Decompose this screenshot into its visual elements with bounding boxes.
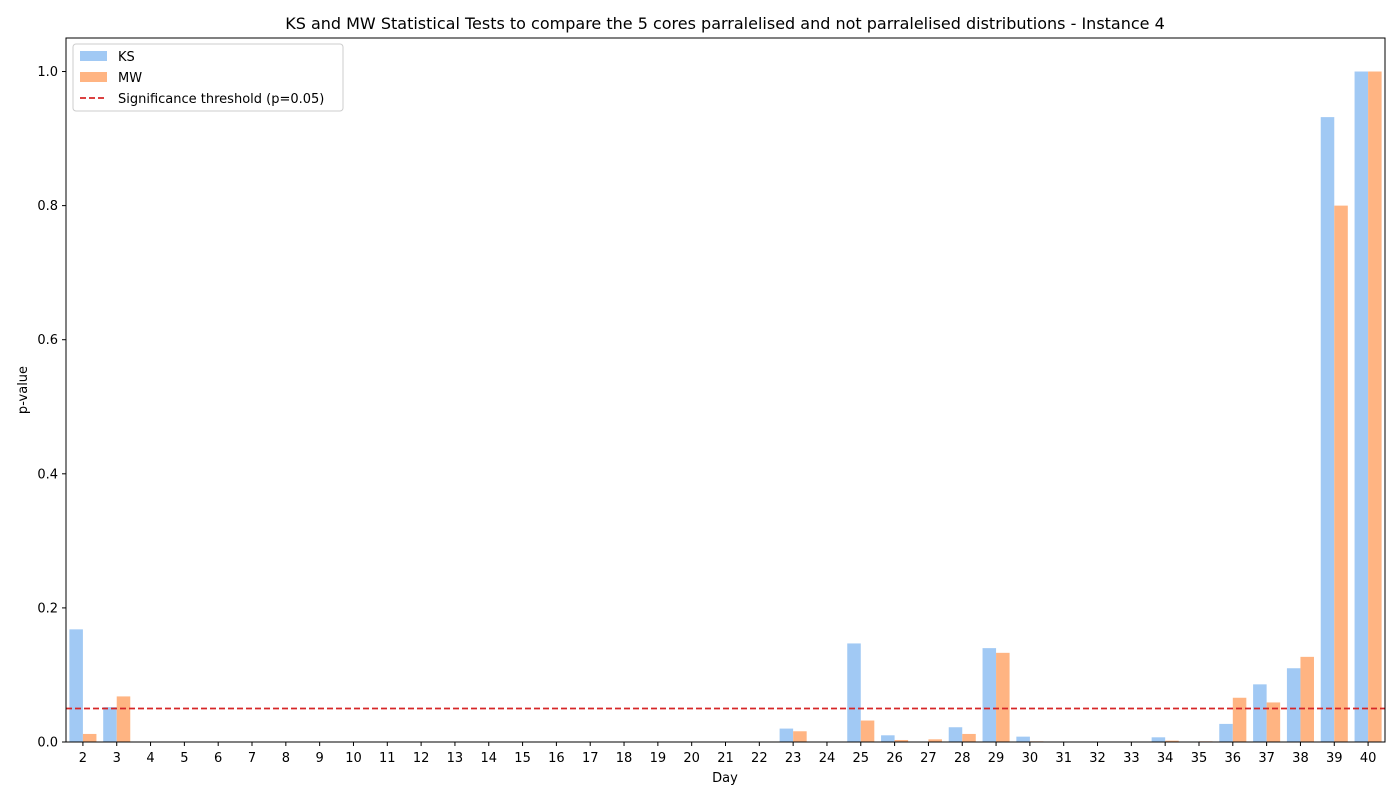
bars-group bbox=[69, 71, 1382, 743]
bar-mw-day-2 bbox=[82, 733, 97, 742]
legend-swatch-mw bbox=[80, 72, 107, 82]
x-tick-label: 29 bbox=[988, 751, 1005, 766]
bar-ks-day-37 bbox=[1253, 684, 1267, 742]
x-tick-label: 16 bbox=[548, 751, 565, 766]
plot-frame bbox=[65, 37, 1386, 743]
x-axis-label: Day bbox=[712, 771, 738, 786]
x-tick-label: 24 bbox=[819, 751, 836, 766]
bar-ks-day-29 bbox=[982, 648, 997, 742]
bar-mw-day-27 bbox=[928, 739, 942, 742]
y-axis: 0.0 0.2 0.4 0.6 0.8 1.0 bbox=[37, 65, 66, 751]
bar-mw-day-34 bbox=[1165, 740, 1179, 742]
x-tick-label: 10 bbox=[345, 751, 362, 766]
bar-mw-day-36 bbox=[1232, 697, 1247, 742]
bar-ks-day-2 bbox=[69, 629, 83, 742]
legend-label-threshold: Significance threshold (p=0.05) bbox=[118, 92, 324, 107]
x-tick-label: 23 bbox=[785, 751, 802, 766]
x-tick-label: 3 bbox=[113, 751, 121, 766]
x-tick-label: 36 bbox=[1225, 751, 1242, 766]
x-tick-label: 8 bbox=[282, 751, 290, 766]
x-tick-label: 4 bbox=[146, 751, 154, 766]
x-tick-label: 26 bbox=[886, 751, 903, 766]
bar-ks-day-23 bbox=[779, 728, 794, 742]
bar-ks-day-38 bbox=[1286, 668, 1301, 742]
y-axis-label: p-value bbox=[16, 366, 31, 414]
bar-mw-day-37 bbox=[1266, 702, 1281, 742]
x-tick-label: 27 bbox=[920, 751, 937, 766]
bar-ks-day-30 bbox=[1016, 736, 1030, 742]
x-tick-label: 34 bbox=[1157, 751, 1174, 766]
bar-mw-day-26 bbox=[894, 739, 909, 742]
legend-box bbox=[72, 43, 344, 112]
x-tick-label: 21 bbox=[717, 751, 734, 766]
y-tick-label: 0.6 bbox=[37, 333, 58, 348]
bar-ks-day-40 bbox=[1354, 71, 1369, 742]
legend-swatch-ks bbox=[80, 51, 107, 61]
x-tick-label: 2 bbox=[79, 751, 87, 766]
x-tick-label: 40 bbox=[1360, 751, 1377, 766]
y-tick-label: 0.0 bbox=[37, 736, 58, 751]
bar-mw-day-29 bbox=[996, 652, 1010, 742]
x-tick-label: 38 bbox=[1292, 751, 1309, 766]
x-tick-label: 32 bbox=[1089, 751, 1106, 766]
x-tick-label: 25 bbox=[853, 751, 870, 766]
x-tick-label: 7 bbox=[248, 751, 256, 766]
x-tick-label: 15 bbox=[514, 751, 531, 766]
bar-mw-day-25 bbox=[860, 720, 875, 742]
x-tick-label: 33 bbox=[1123, 751, 1140, 766]
x-tick-label: 22 bbox=[751, 751, 768, 766]
bar-ks-day-34 bbox=[1151, 737, 1166, 742]
x-tick-label: 31 bbox=[1055, 751, 1072, 766]
x-tick-label: 12 bbox=[413, 751, 430, 766]
x-tick-label: 6 bbox=[214, 751, 222, 766]
bar-mw-day-28 bbox=[962, 733, 976, 742]
legend: KS MW Significance threshold (p=0.05) bbox=[72, 43, 344, 112]
x-tick-label: 28 bbox=[954, 751, 971, 766]
y-tick-label: 1.0 bbox=[37, 65, 58, 80]
bar-mw-day-40 bbox=[1368, 71, 1382, 742]
bar-ks-day-26 bbox=[881, 735, 895, 742]
x-tick-label: 37 bbox=[1258, 751, 1275, 766]
x-tick-label: 5 bbox=[180, 751, 188, 766]
x-tick-label: 13 bbox=[447, 751, 464, 766]
y-tick-label: 0.2 bbox=[37, 601, 58, 616]
bar-ks-day-3 bbox=[103, 707, 117, 742]
bar-ks-day-25 bbox=[847, 643, 861, 742]
x-tick-label: 11 bbox=[379, 751, 396, 766]
x-tick-label: 19 bbox=[650, 751, 667, 766]
bar-mw-day-38 bbox=[1300, 656, 1314, 742]
x-tick-label: 39 bbox=[1326, 751, 1343, 766]
bar-mw-day-3 bbox=[116, 696, 131, 742]
x-tick-label: 17 bbox=[582, 751, 599, 766]
x-tick-label: 9 bbox=[316, 751, 324, 766]
x-tick-label: 30 bbox=[1022, 751, 1039, 766]
x-tick-label: 14 bbox=[480, 751, 497, 766]
bar-ks-day-28 bbox=[948, 727, 963, 742]
chart-title: KS and MW Statistical Tests to compare t… bbox=[285, 14, 1165, 33]
x-tick-label: 20 bbox=[683, 751, 700, 766]
x-tick-label: 35 bbox=[1191, 751, 1208, 766]
y-tick-label: 0.8 bbox=[37, 199, 58, 214]
bar-ks-day-36 bbox=[1219, 723, 1233, 742]
x-axis: 2 3 4 5 6 7 8 9 10 11 12 13 14 15 16 17 18 19 20 21 22 23 24 25… bbox=[79, 742, 1377, 766]
bar-ks-day-39 bbox=[1320, 117, 1335, 743]
y-tick-label: 0.4 bbox=[37, 467, 58, 482]
x-tick-label: 18 bbox=[616, 751, 633, 766]
bar-mw-day-39 bbox=[1334, 205, 1348, 742]
bar-mw-day-23 bbox=[793, 731, 807, 742]
legend-label-mw: MW bbox=[118, 71, 142, 86]
legend-label-ks: KS bbox=[118, 50, 135, 65]
